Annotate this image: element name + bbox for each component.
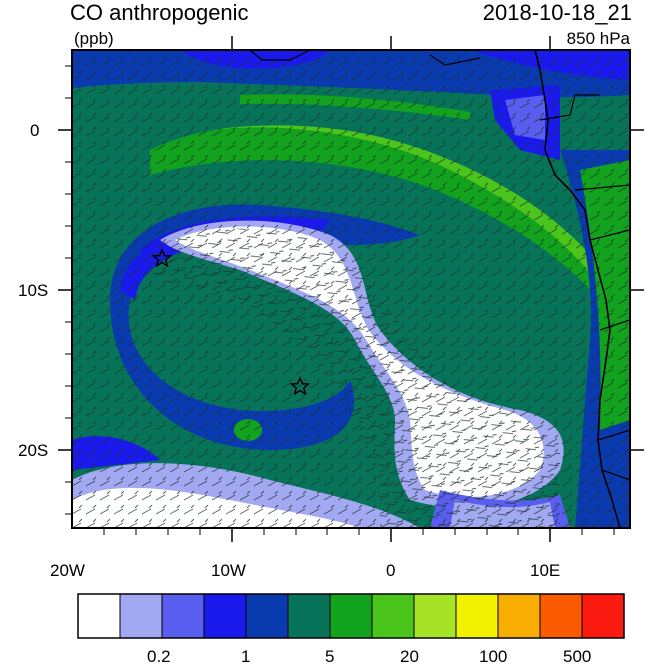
colorbar-label-1: 1	[241, 647, 251, 666]
lon-tick-10e: 10E	[530, 561, 561, 580]
colorbar-label-100: 100	[479, 647, 508, 666]
colorbar-swatch-9	[455, 593, 499, 639]
colorbar-swatch-7	[371, 593, 415, 639]
colorbar-swatch-10	[497, 593, 541, 639]
colorbar-swatch-8	[413, 593, 457, 639]
lat-tick-10s: 10S	[18, 281, 49, 300]
timestamp-label: 2018-10-18_21	[482, 0, 632, 25]
colorbar-frame	[77, 593, 625, 639]
map-frame	[71, 49, 631, 529]
pressure-level-label: 850 hPa	[566, 29, 630, 48]
colorbar-label-20: 20	[400, 647, 419, 666]
lon-tick-20w: 20W	[50, 561, 85, 580]
colorbar-swatch-11	[539, 593, 583, 639]
colorbar-swatch-6	[329, 593, 373, 639]
colorbar-swatch-0	[77, 593, 121, 639]
colorbar-label-5: 5	[325, 647, 335, 666]
colorbar-swatch-1	[119, 593, 163, 639]
units-label: (ppb)	[74, 29, 114, 48]
colorbar-swatch-3	[203, 593, 247, 639]
colorbar	[77, 593, 625, 639]
colorbar-swatch-12	[581, 593, 625, 639]
lat-tick-0: 0	[30, 121, 40, 140]
lon-tick-10w: 10W	[211, 561, 246, 580]
station-star-2	[289, 376, 311, 396]
axis-ticks	[58, 36, 644, 542]
colorbar-swatch-2	[161, 593, 205, 639]
colorbar-swatch-5	[287, 593, 331, 639]
colorbar-label-0.2: 0.2	[147, 647, 171, 666]
co-field	[72, 50, 630, 528]
map-title: CO anthropogenic	[70, 0, 249, 25]
minor-ticks	[65, 65, 615, 535]
colorbar-swatch-4	[245, 593, 289, 639]
lat-tick-20s: 20S	[18, 441, 49, 460]
station-star-1	[151, 248, 173, 268]
colorbar-label-500: 500	[563, 647, 592, 666]
lon-tick-0: 0	[386, 561, 396, 580]
